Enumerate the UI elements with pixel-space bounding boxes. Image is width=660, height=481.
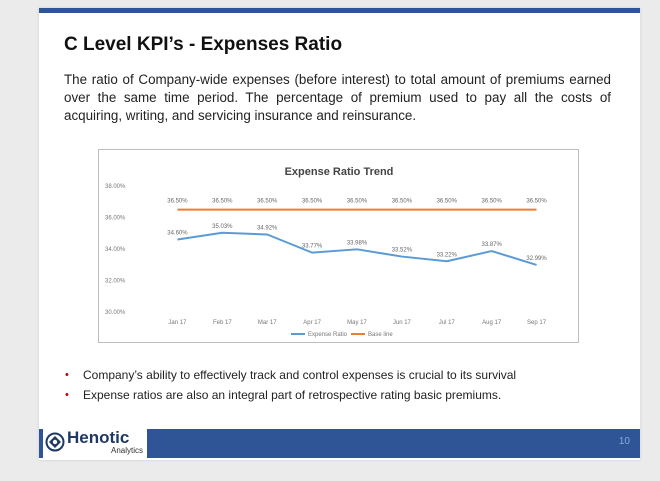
- page-number: 10: [618, 436, 630, 447]
- data-label: 36.50%: [347, 199, 368, 205]
- data-label: 33.87%: [481, 242, 502, 248]
- x-tick-label: Aug 17: [482, 320, 502, 326]
- x-tick-label: Feb 17: [213, 320, 232, 326]
- data-label: 36.50%: [392, 199, 413, 205]
- y-tick-label: 30.00%: [105, 310, 126, 316]
- data-label: 36.50%: [212, 199, 233, 205]
- data-label: 36.50%: [526, 199, 547, 205]
- legend-entry: Base line: [368, 332, 393, 338]
- slide-description: The ratio of Company-wide expenses (befo…: [64, 72, 611, 123]
- top-accent-bar: [39, 8, 640, 13]
- bullet-dot-icon: •: [65, 369, 69, 381]
- bullet-item: • Company’s ability to effectively track…: [65, 366, 625, 386]
- data-label: 36.50%: [481, 199, 502, 205]
- expense-ratio-chart: Expense Ratio Trend 38.00% 36.00% 34.00% 32…: [98, 149, 579, 343]
- henotic-logo: Henotic Analytics: [43, 428, 147, 459]
- bullet-text: Expense ratios are also an integral part…: [83, 388, 502, 402]
- data-label: 36.50%: [257, 199, 278, 205]
- x-tick-label: Jun 17: [393, 320, 412, 326]
- data-label: 34.60%: [167, 231, 188, 237]
- x-tick-label: May 17: [347, 320, 367, 326]
- x-tick-label: Jul 17: [439, 320, 456, 326]
- data-label: 34.92%: [257, 226, 278, 232]
- data-label: 32.99%: [526, 256, 547, 262]
- data-label: 33.22%: [437, 252, 458, 258]
- legend-entry: Expense Ratio: [308, 332, 348, 338]
- slide-title: C Level KPI’s - Expenses Ratio: [64, 34, 343, 55]
- data-label: 33.52%: [392, 248, 413, 254]
- logo-name: Henotic: [67, 428, 130, 447]
- bullet-item: • Expense ratios are also an integral pa…: [65, 386, 625, 406]
- y-tick-label: 32.00%: [105, 279, 126, 285]
- henotic-mark-icon: [45, 432, 65, 452]
- data-label: 36.50%: [167, 199, 188, 205]
- slide: C Level KPI’s - Expenses Ratio The ratio…: [39, 8, 640, 460]
- expense-ratio-series-line: [177, 231, 537, 266]
- bullet-text: Company’s ability to effectively track a…: [83, 368, 517, 382]
- data-label: 33.77%: [302, 244, 323, 250]
- bullet-dot-icon: •: [65, 389, 69, 401]
- bullet-list: • Company’s ability to effectively track…: [65, 366, 625, 406]
- data-label: 36.50%: [302, 199, 323, 205]
- data-label: 35.03%: [212, 224, 233, 230]
- data-label: 36.50%: [437, 199, 458, 205]
- y-tick-label: 34.00%: [105, 247, 126, 253]
- x-tick-label: Mar 17: [258, 320, 277, 326]
- logo-subtitle: Analytics: [110, 446, 143, 455]
- data-label: 33.98%: [347, 240, 368, 246]
- y-tick-label: 36.00%: [105, 216, 126, 222]
- chart-title: Expense Ratio Trend: [285, 166, 394, 178]
- x-tick-label: Sep 17: [527, 320, 547, 326]
- x-tick-label: Jan 17: [168, 320, 187, 326]
- x-tick-label: Apr 17: [303, 320, 321, 326]
- y-tick-label: 38.00%: [105, 184, 126, 190]
- chart-canvas: Expense Ratio Trend 38.00% 36.00% 34.00% 32…: [105, 166, 547, 338]
